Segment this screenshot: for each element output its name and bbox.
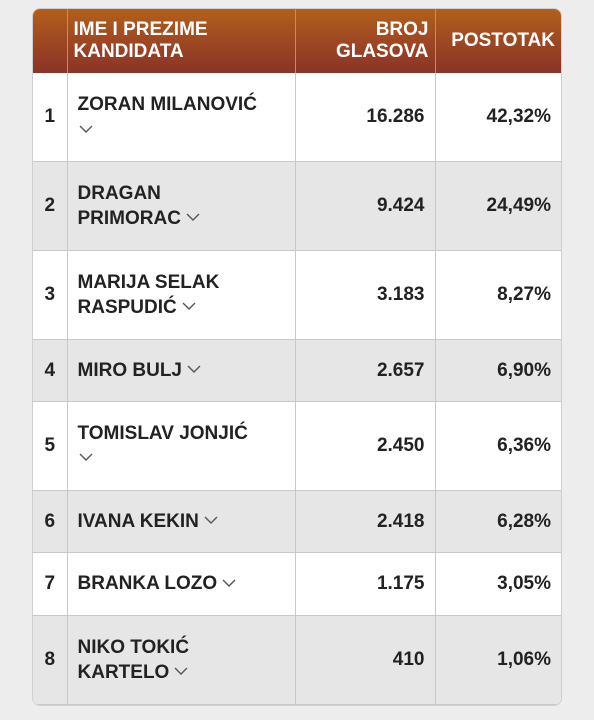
candidate-name-cell[interactable]: ZORAN MILANOVIĆ [67,73,296,162]
header-votes-line2: GLASOVA [335,41,429,62]
chevron-down-icon[interactable] [173,665,189,679]
percent-cell: 6,28% [435,490,561,553]
rank-cell: 6 [33,490,68,553]
chevron-down-icon[interactable] [186,363,202,377]
table-row: 4 MIRO BULJ 2.657 6,90% [33,339,561,402]
header-rank [33,9,68,73]
rank-cell: 1 [33,73,68,162]
candidate-name-line2: RASPUDIĆ [77,296,177,318]
header-name-line2: KANDIDATA [73,41,184,62]
table-row: 3 MARIJA SELAK RASPUDIĆ 3.183 8,27% [33,250,561,340]
percent-cell: 1,06% [435,615,561,705]
chevron-down-icon[interactable] [203,514,219,528]
votes-cell: 410 [295,615,436,705]
candidate-name-cell[interactable]: BRANKA LOZO [67,552,296,616]
votes-cell: 1.175 [295,552,436,616]
rank-cell: 4 [33,339,68,402]
candidate-name-line2: KARTELO [77,661,170,683]
candidate-name-line1: BRANKA LOZO [77,573,218,594]
rank-cell: 7 [33,552,68,616]
rank-cell: 2 [33,161,68,251]
table-row: 1 ZORAN MILANOVIĆ 16.286 42,32% [33,73,561,162]
candidate-name-line1: NIKO TOKIĆ [77,636,190,658]
percent-cell: 6,90% [435,339,561,402]
rank-cell: 3 [33,250,68,340]
percent-cell: 24,49% [435,161,561,251]
percent-cell: 6,36% [435,401,561,491]
candidate-name-line1: DRAGAN [77,182,161,204]
votes-cell: 16.286 [295,73,436,162]
candidate-name-line1: IVANA KEKIN [77,510,199,532]
table-row: 6 IVANA KEKIN 2.418 6,28% [33,490,561,553]
table-row: 7 BRANKA LOZO 1.175 3,05% [33,552,561,616]
votes-cell: 9.424 [295,161,436,251]
table-row: 5 TOMISLAV JONJIĆ 2.450 6,36% [33,401,561,491]
table-header-row: IME I PREZIME KANDIDATA BROJ GLASOVA POS… [33,9,561,73]
results-table: IME I PREZIME KANDIDATA BROJ GLASOVA POS… [33,9,561,705]
candidate-name-line2: PRIMORAC [77,207,181,229]
percent-cell: 3,05% [435,552,561,616]
candidate-name-line1: MIRO BULJ [77,359,183,381]
candidate-name-cell[interactable]: IVANA KEKIN [67,490,296,553]
chevron-down-icon[interactable] [78,123,94,137]
candidate-name-cell[interactable]: TOMISLAV JONJIĆ [67,401,296,491]
header-votes: BROJ GLASOVA [295,9,436,73]
candidate-name-line1: ZORAN MILANOVIĆ [77,93,257,115]
chevron-down-icon[interactable] [185,211,201,225]
candidate-name-cell[interactable]: DRAGAN PRIMORAC [67,161,296,251]
header-percent: POSTOTAK [435,9,561,73]
candidate-name-line1: TOMISLAV JONJIĆ [77,422,248,444]
results-card: IME I PREZIME KANDIDATA BROJ GLASOVA POS… [32,8,562,706]
rank-cell: 5 [33,401,68,491]
header-votes-line1: BROJ [375,19,429,40]
candidate-name-cell[interactable]: MARIJA SELAK RASPUDIĆ [67,250,296,340]
chevron-down-icon[interactable] [221,577,237,591]
votes-cell: 2.450 [295,401,436,491]
votes-cell: 2.418 [295,490,436,553]
header-candidate-name: IME I PREZIME KANDIDATA [67,9,296,73]
candidate-name-line1: MARIJA SELAK [77,271,220,293]
chevron-down-icon[interactable] [78,451,94,465]
chevron-down-icon[interactable] [181,300,197,314]
votes-cell: 3.183 [295,250,436,340]
table-row: 8 NIKO TOKIĆ KARTELO 410 1,06% [33,615,561,705]
percent-cell: 8,27% [435,250,561,340]
votes-cell: 2.657 [295,339,436,402]
table-row: 2 DRAGAN PRIMORAC 9.424 24,49% [33,161,561,251]
rank-cell: 8 [33,615,68,705]
header-name-line1: IME I PREZIME [73,19,208,40]
percent-cell: 42,32% [435,73,561,162]
candidate-name-cell[interactable]: NIKO TOKIĆ KARTELO [67,615,296,705]
candidate-name-cell[interactable]: MIRO BULJ [67,339,296,402]
